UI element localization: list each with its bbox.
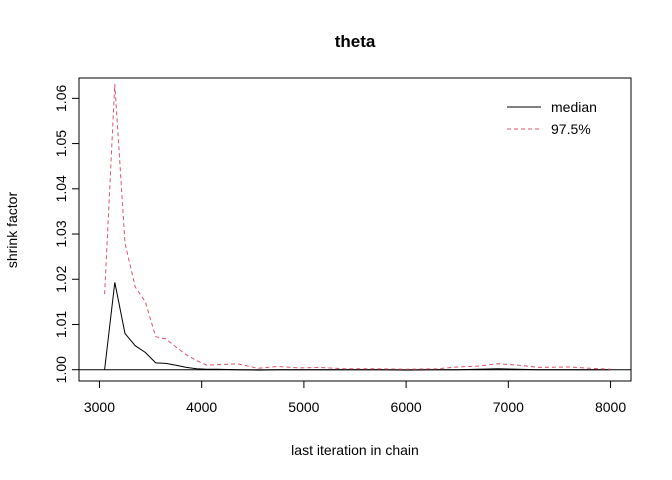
y-tick-label: 1.00 [53,356,69,383]
x-tick-label: 8000 [595,399,626,415]
x-axis-label: last iteration in chain [291,442,419,458]
x-tick-label: 7000 [493,399,524,415]
x-axis: 3000 4000 5000 6000 7000 8000 [84,380,626,415]
legend-label-975: 97.5% [551,121,591,137]
x-tick-label: 6000 [391,399,422,415]
x-tick-label: 5000 [288,399,319,415]
y-axis-label: shrink factor [4,192,20,269]
y-tick-label: 1.05 [53,130,69,157]
y-tick-label: 1.02 [53,265,69,292]
y-tick-label: 1.03 [53,220,69,247]
x-tick-label: 3000 [84,399,115,415]
legend: median 97.5% [507,99,597,137]
series-line-975 [104,83,611,370]
chart-title: theta [335,32,376,51]
y-tick-label: 1.01 [53,311,69,338]
series-group [104,83,611,371]
y-tick-label: 1.04 [53,175,69,202]
y-axis: 1.00 1.01 1.02 1.03 1.04 1.05 1.06 [53,85,80,383]
legend-label-median: median [551,99,597,115]
series-line-median [104,282,611,371]
y-tick-label: 1.06 [53,85,69,112]
x-tick-label: 4000 [186,399,217,415]
